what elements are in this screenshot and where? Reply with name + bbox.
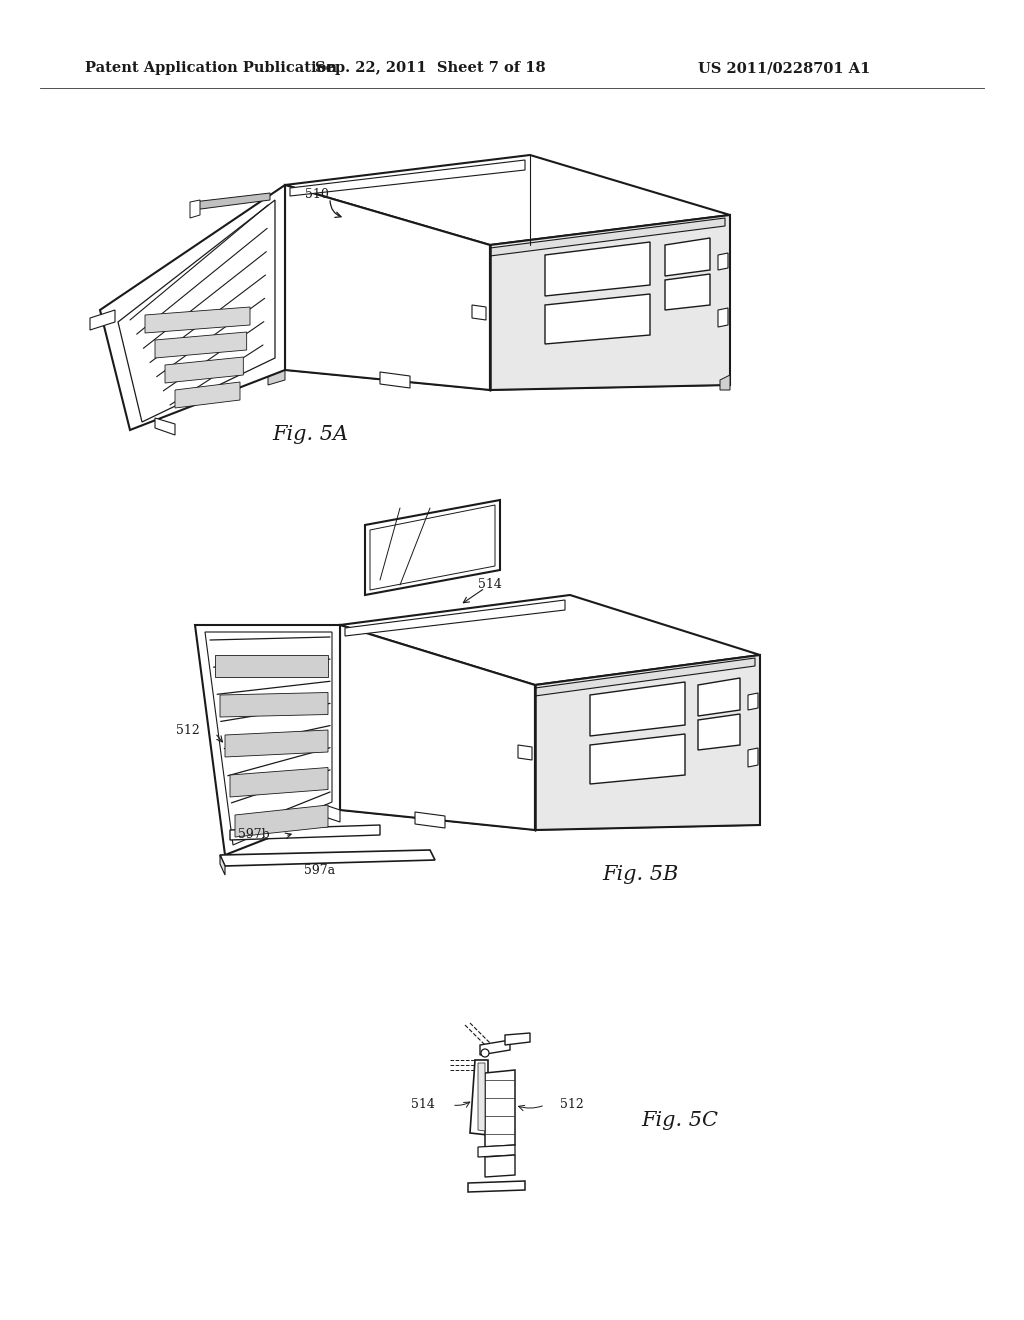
Polygon shape: [290, 160, 525, 195]
Polygon shape: [485, 1071, 515, 1147]
Polygon shape: [535, 655, 760, 830]
Polygon shape: [698, 678, 740, 715]
Text: Fig. 5C: Fig. 5C: [641, 1110, 719, 1130]
Polygon shape: [225, 730, 328, 756]
Polygon shape: [545, 294, 650, 345]
Text: 597a: 597a: [304, 863, 336, 876]
Text: Fig. 5A: Fig. 5A: [272, 425, 348, 445]
Polygon shape: [490, 215, 730, 389]
Polygon shape: [340, 810, 760, 830]
Polygon shape: [155, 418, 175, 436]
Polygon shape: [285, 154, 730, 246]
Polygon shape: [720, 375, 730, 389]
Polygon shape: [175, 381, 240, 408]
Text: 514: 514: [411, 1098, 435, 1111]
Polygon shape: [718, 253, 728, 271]
Polygon shape: [340, 624, 535, 830]
Polygon shape: [193, 193, 270, 210]
Polygon shape: [345, 601, 565, 636]
Polygon shape: [590, 734, 685, 784]
Polygon shape: [505, 1034, 530, 1045]
Polygon shape: [155, 333, 247, 358]
Polygon shape: [518, 744, 532, 760]
Polygon shape: [195, 624, 340, 855]
Polygon shape: [665, 275, 710, 310]
Polygon shape: [215, 655, 328, 677]
Polygon shape: [100, 185, 285, 430]
Polygon shape: [380, 372, 410, 388]
Text: US 2011/0228701 A1: US 2011/0228701 A1: [697, 61, 870, 75]
Polygon shape: [478, 1063, 485, 1131]
Polygon shape: [285, 370, 730, 389]
Text: Patent Application Publication: Patent Application Publication: [85, 61, 337, 75]
Text: 512: 512: [560, 1098, 584, 1111]
Polygon shape: [490, 218, 725, 256]
Polygon shape: [230, 767, 328, 797]
Polygon shape: [698, 714, 740, 750]
Polygon shape: [268, 360, 285, 385]
Polygon shape: [590, 682, 685, 737]
Polygon shape: [370, 506, 495, 590]
Text: 514: 514: [478, 578, 502, 591]
Polygon shape: [145, 308, 250, 333]
Polygon shape: [478, 1144, 515, 1158]
Circle shape: [481, 1049, 489, 1057]
Polygon shape: [535, 657, 755, 696]
Text: 597b: 597b: [239, 829, 270, 842]
Polygon shape: [485, 1155, 515, 1177]
Polygon shape: [190, 201, 200, 218]
Polygon shape: [340, 595, 760, 685]
Polygon shape: [230, 825, 380, 840]
Polygon shape: [470, 1060, 488, 1135]
Polygon shape: [480, 1040, 510, 1055]
Polygon shape: [748, 693, 758, 710]
Polygon shape: [325, 805, 340, 822]
Text: 512: 512: [176, 723, 200, 737]
Text: 510: 510: [305, 189, 329, 202]
Polygon shape: [165, 356, 244, 383]
Polygon shape: [220, 693, 328, 717]
Polygon shape: [468, 1181, 525, 1192]
Polygon shape: [220, 850, 435, 866]
Polygon shape: [545, 242, 650, 296]
Polygon shape: [234, 805, 328, 837]
Polygon shape: [665, 238, 710, 276]
Polygon shape: [220, 855, 225, 875]
Polygon shape: [472, 305, 486, 319]
Polygon shape: [748, 748, 758, 767]
Polygon shape: [285, 185, 490, 389]
Polygon shape: [718, 308, 728, 327]
Polygon shape: [415, 812, 445, 828]
Polygon shape: [365, 500, 500, 595]
Text: Fig. 5B: Fig. 5B: [602, 866, 678, 884]
Text: Sep. 22, 2011  Sheet 7 of 18: Sep. 22, 2011 Sheet 7 of 18: [314, 61, 546, 75]
Polygon shape: [205, 632, 332, 845]
Polygon shape: [118, 201, 275, 422]
Polygon shape: [90, 310, 115, 330]
